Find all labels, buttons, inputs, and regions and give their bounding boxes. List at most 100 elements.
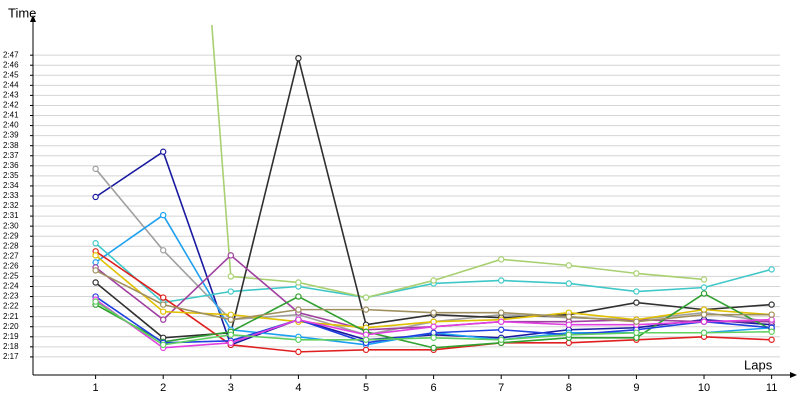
grid <box>33 54 780 358</box>
data-point <box>565 313 573 320</box>
data-point <box>633 318 640 325</box>
data-point <box>430 344 437 352</box>
data-point <box>565 262 573 269</box>
data-point <box>700 329 708 336</box>
data-point <box>227 331 235 338</box>
x-tick-label: 10 <box>698 382 710 394</box>
data-point <box>700 318 708 325</box>
y-tick-label: 2:22 <box>3 302 19 311</box>
y-tick-label: 2:26 <box>3 261 19 270</box>
y-tick-label: 2:38 <box>3 141 19 150</box>
data-point <box>295 306 302 313</box>
x-tick-label: 6 <box>431 382 437 394</box>
data-point <box>430 334 437 341</box>
data-point <box>565 280 573 287</box>
data-point <box>498 309 505 316</box>
y-tick-label: 2:39 <box>3 131 19 140</box>
x-axis-arrow <box>790 372 797 378</box>
data-point <box>633 329 640 336</box>
x-tick-label: 4 <box>295 382 301 394</box>
data-point <box>92 267 99 274</box>
data-point <box>92 252 99 259</box>
data-point <box>498 326 505 333</box>
data-point <box>498 256 505 263</box>
data-point <box>160 294 167 301</box>
data-point <box>362 331 370 338</box>
x-tick-label: 1 <box>93 382 99 394</box>
data-point <box>700 276 708 283</box>
y-tick-label: 2:33 <box>3 191 19 200</box>
data-point <box>768 316 775 323</box>
y-tick-label: 2:27 <box>3 251 19 260</box>
data-point <box>160 301 167 308</box>
data-point <box>430 309 437 316</box>
data-point <box>92 165 99 173</box>
x-tick-label: 9 <box>633 382 639 394</box>
y-tick-label: 2:35 <box>3 171 19 180</box>
x-tick-label: 2 <box>160 382 166 394</box>
y-tick-label: 2:36 <box>3 161 19 170</box>
y-axis-arrow <box>30 15 36 22</box>
data-point <box>430 277 437 284</box>
data-point <box>227 339 235 347</box>
data-point <box>295 279 302 286</box>
data-point <box>565 331 573 338</box>
data-point <box>768 336 775 343</box>
y-tick-label: 2:18 <box>3 342 19 351</box>
data-point <box>92 298 99 305</box>
y-tick-label: 2:21 <box>3 312 19 321</box>
y-tick-label: 2:42 <box>3 101 19 110</box>
data-point <box>92 193 99 201</box>
data-point <box>92 240 99 247</box>
y-tick-label: 2:41 <box>3 111 19 120</box>
data-point <box>430 323 437 330</box>
x-tick-label: 11 <box>766 382 777 394</box>
data-point <box>227 288 235 295</box>
y-tick-label: 2:29 <box>3 231 19 240</box>
data-point <box>362 294 370 301</box>
y-tick-label: 2:47 <box>3 50 19 59</box>
y-tick-label: 2:19 <box>3 332 19 341</box>
data-point <box>160 341 167 349</box>
data-point <box>295 54 302 62</box>
data-point <box>498 336 505 343</box>
data-point <box>160 211 167 219</box>
data-point <box>768 311 775 318</box>
data-point <box>295 348 302 356</box>
data-point <box>768 266 775 273</box>
data-point <box>565 321 573 328</box>
data-point <box>700 306 708 313</box>
y-tick-label: 2:37 <box>3 151 19 160</box>
x-axis-label: Laps <box>744 357 773 372</box>
data-point <box>700 311 708 318</box>
data-point <box>160 247 167 254</box>
data-point <box>700 284 708 291</box>
y-tick-label: 2:46 <box>3 60 19 69</box>
x-tick-label: 8 <box>566 382 572 394</box>
x-tick-label: 3 <box>228 382 234 394</box>
x-tick-label: 5 <box>363 382 369 394</box>
data-point <box>633 299 640 306</box>
y-tick-label: 2:23 <box>3 292 19 301</box>
data-point <box>633 334 640 341</box>
data-point <box>295 293 302 300</box>
data-point <box>295 316 302 323</box>
x-tick-label: 7 <box>498 382 504 394</box>
y-tick-label: 2:25 <box>3 272 19 281</box>
data-point <box>700 290 708 297</box>
data-point <box>160 148 167 155</box>
data-point <box>227 311 235 318</box>
y-tick-label: 2:30 <box>3 221 19 230</box>
data-point <box>430 329 437 336</box>
y-tick-label: 2:32 <box>3 201 19 210</box>
data-point <box>227 273 235 280</box>
data-point <box>227 252 235 259</box>
data-point <box>768 301 775 308</box>
data-point <box>498 277 505 284</box>
data-point <box>160 316 167 323</box>
data-point <box>92 259 99 266</box>
data-point <box>498 318 505 325</box>
data-point <box>565 339 573 347</box>
y-tick-label: 2:45 <box>3 70 19 79</box>
